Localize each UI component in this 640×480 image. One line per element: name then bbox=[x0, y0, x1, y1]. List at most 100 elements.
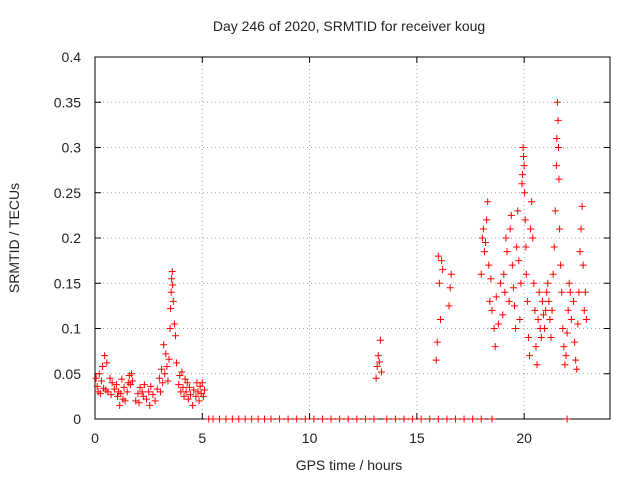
data-point bbox=[445, 302, 453, 310]
data-point bbox=[519, 144, 527, 151]
data-point bbox=[563, 329, 571, 337]
data-point bbox=[575, 288, 583, 296]
data-point bbox=[235, 415, 243, 423]
data-point bbox=[121, 397, 129, 405]
data-point bbox=[480, 248, 488, 256]
data-point bbox=[566, 288, 574, 296]
data-point bbox=[488, 415, 496, 423]
data-point bbox=[194, 388, 202, 396]
data-point bbox=[518, 171, 526, 179]
data-point bbox=[97, 377, 105, 385]
data-point bbox=[361, 415, 369, 423]
data-point bbox=[409, 415, 417, 423]
data-point bbox=[582, 315, 590, 323]
data-point bbox=[433, 338, 441, 346]
data-point bbox=[557, 261, 565, 269]
data-point bbox=[171, 332, 179, 340]
y-tick-label: 0.05 bbox=[54, 366, 81, 382]
data-point bbox=[505, 297, 513, 305]
y-tick-label: 0 bbox=[73, 411, 81, 427]
data-point bbox=[522, 243, 530, 251]
data-point bbox=[565, 279, 573, 287]
data-point bbox=[533, 361, 541, 369]
data-point bbox=[547, 334, 555, 342]
data-point bbox=[469, 415, 477, 423]
data-point bbox=[527, 225, 535, 233]
data-point bbox=[534, 315, 542, 323]
data-point bbox=[182, 388, 190, 396]
data-point bbox=[186, 391, 194, 399]
data-point bbox=[373, 363, 381, 371]
data-point bbox=[183, 379, 191, 387]
data-point bbox=[477, 270, 485, 278]
data-point bbox=[460, 415, 468, 423]
data-point bbox=[185, 383, 193, 391]
data-point bbox=[209, 415, 217, 423]
data-point bbox=[175, 381, 183, 389]
grid-lines bbox=[95, 57, 610, 419]
data-point bbox=[483, 216, 491, 224]
data-point bbox=[99, 363, 107, 371]
data-point bbox=[374, 352, 382, 360]
data-point bbox=[241, 415, 249, 423]
data-point bbox=[168, 275, 176, 283]
data-point bbox=[138, 388, 146, 396]
data-point bbox=[541, 325, 549, 332]
data-point bbox=[539, 311, 547, 319]
data-point bbox=[93, 382, 101, 390]
data-point bbox=[181, 375, 189, 383]
data-point bbox=[499, 311, 507, 319]
data-point bbox=[417, 415, 425, 423]
data-point bbox=[492, 293, 500, 301]
data-point bbox=[106, 374, 114, 382]
y-tick-label: 0.1 bbox=[62, 321, 82, 337]
data-point bbox=[129, 377, 137, 385]
data-point bbox=[562, 352, 570, 360]
data-point bbox=[176, 372, 184, 380]
data-point bbox=[108, 379, 116, 387]
chart-title: Day 246 of 2020, SRMTID for receiver kou… bbox=[213, 18, 485, 34]
data-point bbox=[377, 368, 385, 376]
data-point bbox=[196, 382, 204, 390]
data-point bbox=[189, 401, 197, 409]
data-point bbox=[195, 397, 203, 405]
data-point bbox=[134, 390, 142, 398]
data-point bbox=[528, 198, 536, 206]
data-point bbox=[518, 180, 526, 188]
data-point bbox=[375, 358, 383, 366]
data-point bbox=[92, 374, 100, 382]
data-point bbox=[136, 383, 144, 391]
data-point bbox=[123, 388, 131, 396]
y-tick-label: 0.2 bbox=[62, 230, 82, 246]
data-point bbox=[532, 343, 540, 351]
data-point bbox=[530, 279, 538, 287]
data-point bbox=[484, 198, 492, 206]
data-point bbox=[120, 383, 128, 391]
data-point bbox=[501, 288, 509, 296]
data-point bbox=[372, 374, 380, 382]
data-point bbox=[435, 279, 443, 287]
data-point bbox=[151, 397, 159, 405]
data-point bbox=[567, 315, 575, 323]
data-point bbox=[438, 257, 446, 265]
data-point bbox=[507, 211, 515, 219]
data-point bbox=[179, 383, 187, 391]
data-point bbox=[101, 352, 109, 360]
data-point bbox=[434, 415, 442, 423]
data-point bbox=[513, 243, 521, 251]
data-point bbox=[156, 388, 164, 396]
data-point bbox=[522, 270, 530, 278]
data-point bbox=[370, 415, 378, 423]
data-point bbox=[436, 315, 444, 323]
data-point bbox=[514, 207, 522, 215]
data-point bbox=[506, 225, 514, 233]
data-point bbox=[523, 297, 531, 305]
y-tick-label: 0.3 bbox=[62, 140, 82, 156]
y-tick-label: 0.4 bbox=[62, 49, 82, 65]
data-point bbox=[488, 306, 496, 314]
data-point bbox=[447, 270, 455, 278]
data-point bbox=[561, 361, 569, 369]
data-point bbox=[503, 248, 511, 256]
data-point bbox=[535, 288, 543, 296]
